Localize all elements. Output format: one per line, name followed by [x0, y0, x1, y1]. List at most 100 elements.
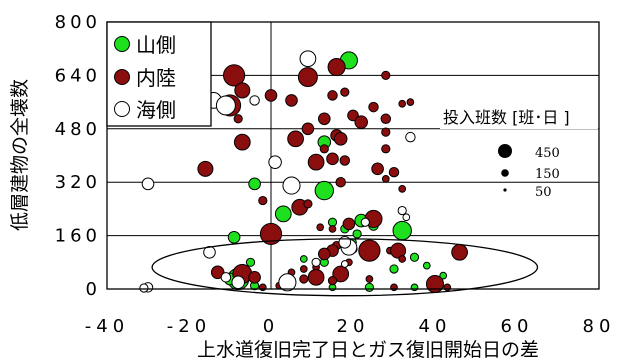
point-series1-14	[347, 109, 359, 122]
y-tick-label-5: 800	[55, 12, 101, 33]
point-series2-8	[360, 217, 370, 227]
x-tick-label-2: 0	[263, 316, 279, 337]
point-series1-62	[327, 276, 338, 286]
point-series1-37	[303, 199, 313, 209]
point-series1-60	[248, 271, 261, 284]
point-series1-35	[258, 195, 268, 206]
point-series1-32	[381, 175, 390, 183]
y-tick-label-3: 480	[55, 119, 101, 140]
y-tick-label-1: 160	[55, 226, 101, 247]
point-series1-61	[299, 274, 309, 284]
point-series1-49	[317, 247, 331, 261]
y-tick-label-0: 0	[86, 279, 101, 300]
point-series1-47	[358, 239, 381, 262]
point-series1-27	[339, 155, 351, 166]
point-series1-15	[317, 112, 331, 126]
point-series0-15	[409, 252, 420, 262]
point-series2-2	[215, 95, 236, 116]
point-series0-19	[245, 257, 256, 267]
point-series1-64	[425, 274, 445, 294]
point-series1-24	[319, 144, 329, 154]
point-series2-12	[338, 235, 352, 249]
size-legend-marker-50	[503, 188, 507, 192]
point-series0-4	[314, 180, 334, 201]
legend-label-yamagawa: 山側	[136, 33, 176, 57]
x-tick-label-3: 20	[337, 316, 370, 337]
legend-marker-umigawa	[114, 101, 130, 117]
point-series1-20	[381, 127, 391, 137]
point-series1-53	[299, 265, 308, 273]
legend-label-umigawa: 海側	[136, 98, 176, 122]
x-tick-label-4: 40	[419, 316, 452, 337]
point-series2-6	[282, 176, 301, 195]
tick-labels: 0 160 320 480 640 800 -40 -20 0 20 40 60 80	[55, 12, 616, 337]
point-series1-39	[259, 222, 283, 246]
point-series1-26	[326, 152, 339, 166]
point-series1-46	[390, 242, 407, 259]
point-series1-13	[406, 98, 415, 106]
point-series1-51	[398, 255, 407, 263]
point-series1-10	[327, 90, 338, 101]
point-series2-14	[311, 257, 321, 267]
point-series1-57	[307, 268, 325, 286]
point-series1-2	[327, 58, 346, 77]
point-series2-5	[268, 155, 282, 169]
y-tick-label-4: 640	[55, 65, 101, 86]
point-series2-17	[231, 275, 245, 290]
point-series1-8	[233, 114, 243, 124]
point-series1-17	[380, 113, 392, 125]
legend-label-nairiku: 内陸	[136, 66, 176, 90]
x-tick-label-0: -40	[85, 316, 129, 337]
point-series1-34	[398, 185, 407, 193]
legend: 山側 内陸 海側	[106, 21, 212, 127]
point-series0-5	[274, 205, 292, 223]
legend-marker-yamagawa	[114, 36, 130, 52]
point-series0-25	[439, 271, 448, 280]
point-series1-18	[301, 122, 315, 136]
point-series1-9	[285, 94, 298, 107]
point-series1-30	[197, 160, 214, 177]
point-series1-0	[222, 64, 246, 87]
size-legend-marker-450	[498, 144, 512, 158]
point-series1-33	[335, 176, 346, 188]
x-tick-label-6: 80	[583, 316, 616, 337]
x-tick-label-1: -20	[167, 316, 211, 337]
point-series0-20	[299, 255, 308, 263]
point-series2-0	[299, 50, 317, 68]
point-series1-21	[287, 130, 304, 148]
size-legend-label-150: 150	[535, 167, 560, 182]
point-series1-29	[371, 162, 384, 176]
point-series1-56	[332, 265, 350, 283]
point-series0-12	[227, 230, 241, 244]
point-series1-5	[264, 89, 278, 102]
point-series2-9	[397, 205, 407, 216]
point-series1-22	[333, 132, 348, 146]
x-axis-title: 上水道復旧完了日とガス復旧開始日の差	[197, 339, 539, 361]
x-tick-label-5: 60	[501, 316, 534, 337]
point-series1-58	[210, 265, 225, 280]
point-series2-3	[249, 95, 260, 106]
point-series1-11	[368, 101, 379, 113]
point-series0-26	[410, 283, 419, 292]
point-series1-66	[258, 283, 267, 292]
size-legend: 投入班数 [班･日 ] 450 150 50	[440, 103, 598, 200]
point-series0-16	[422, 261, 431, 270]
size-legend-title: 投入班数 [班･日 ]	[443, 108, 570, 127]
point-series2-20	[340, 260, 349, 268]
point-series0-3	[248, 177, 261, 191]
point-series0-11	[352, 229, 362, 239]
point-series1-42	[328, 225, 337, 233]
point-series1-31	[388, 166, 400, 178]
point-series1-4	[234, 82, 251, 99]
point-series1-28	[307, 153, 325, 171]
size-legend-bg	[440, 103, 598, 129]
point-series2-16	[220, 272, 232, 283]
legend-marker-nairiku	[114, 69, 130, 85]
point-series1-1	[297, 67, 318, 88]
point-series1-16	[354, 115, 368, 129]
point-series2-4	[405, 131, 416, 143]
size-legend-label-450: 450	[535, 146, 560, 161]
point-series1-3	[381, 70, 391, 81]
size-legend-marker-150	[501, 169, 509, 177]
